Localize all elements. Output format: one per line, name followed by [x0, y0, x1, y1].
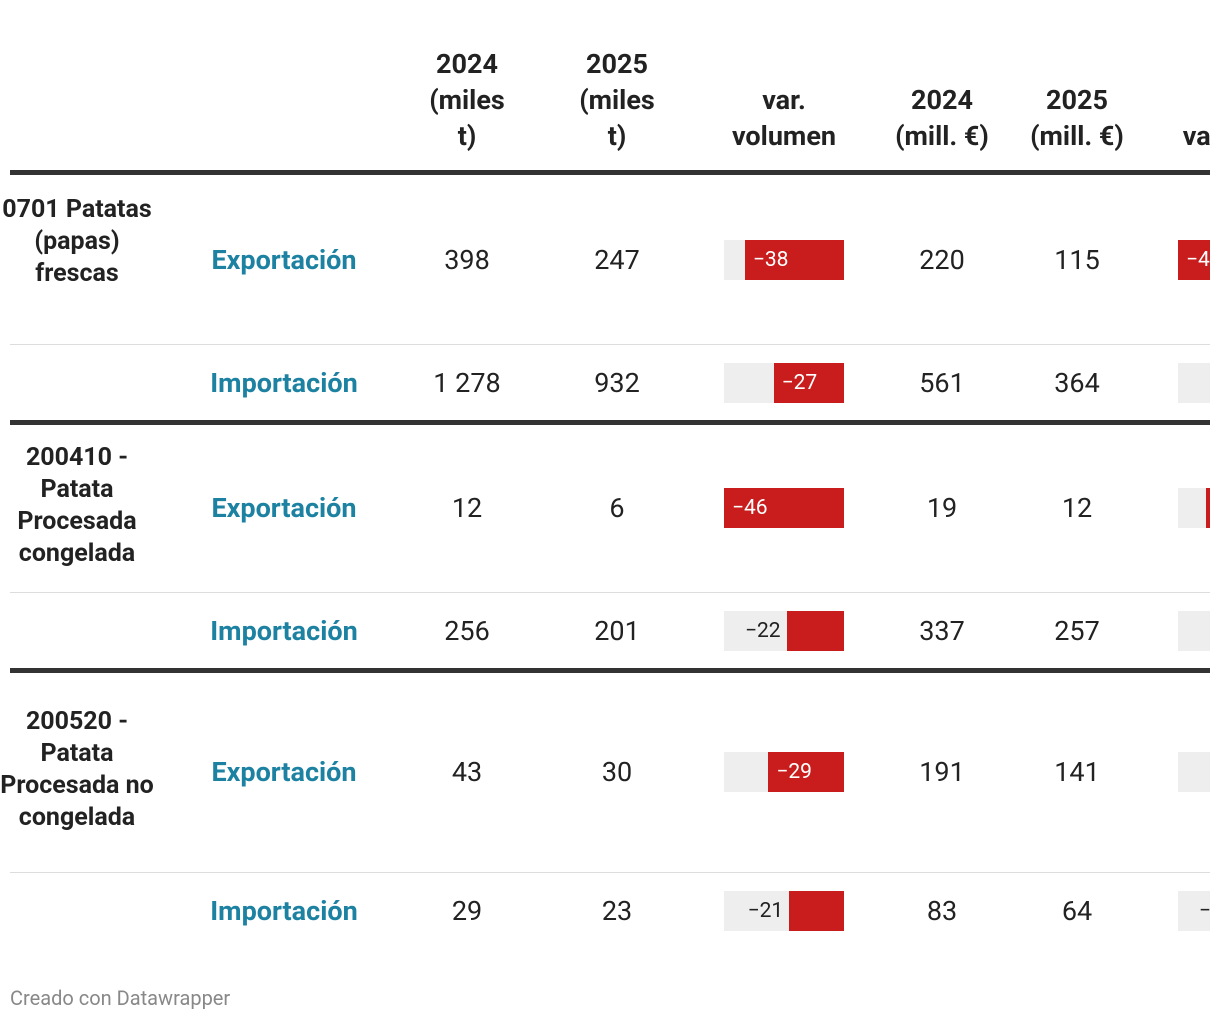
cell: 201	[594, 614, 640, 647]
cell: 337	[919, 614, 965, 647]
cell: 23	[601, 894, 633, 927]
cell: 12	[1061, 492, 1093, 524]
bar	[1205, 488, 1210, 528]
bar-label: −29	[776, 760, 812, 784]
cell: 30	[601, 756, 633, 788]
group-rule	[10, 420, 1210, 425]
cell: 6	[609, 492, 625, 524]
bar	[789, 890, 844, 931]
cell: 115	[1054, 244, 1100, 276]
row-rule	[10, 344, 1210, 345]
cell: 29	[451, 894, 483, 927]
column-header: 2025 (miles t)	[579, 48, 655, 152]
cell: 561	[919, 366, 965, 399]
row-group: 200410 - Patata Procesada congelada	[17, 443, 137, 568]
bar	[724, 488, 844, 528]
row-type: Importación	[210, 894, 358, 927]
bar-background	[1178, 362, 1210, 403]
cell: 83	[926, 894, 958, 927]
bar-label: −48	[1186, 248, 1210, 272]
cell: 43	[451, 756, 483, 788]
bar-label: −23	[1198, 898, 1210, 923]
bar-background	[1178, 610, 1210, 651]
cell: 191	[919, 756, 965, 788]
row-type: Importación	[210, 366, 358, 399]
cell: 19	[926, 492, 958, 524]
row-type: Importación	[210, 614, 358, 647]
bar	[744, 240, 844, 280]
row-type: Exportación	[211, 244, 357, 276]
bar	[773, 362, 844, 403]
bar-label: −46	[732, 496, 768, 520]
row-type: Exportación	[211, 492, 357, 524]
cell: 141	[1054, 756, 1100, 788]
cell: 932	[594, 366, 640, 399]
row-group: 0701 Patatas (papas) frescas	[2, 195, 152, 288]
cell: 247	[594, 244, 640, 276]
bar	[768, 752, 844, 792]
bar-label: −22	[744, 618, 781, 643]
group-rule	[10, 668, 1210, 673]
cell: 398	[444, 244, 490, 276]
footer: Creado con Datawrapper	[10, 986, 231, 1010]
row-group: 200520 - Patata Procesada no congelada	[0, 707, 154, 832]
cell: 64	[1061, 894, 1093, 927]
bar-background	[1178, 488, 1210, 528]
bar-background	[1178, 752, 1210, 792]
bar-background	[1178, 890, 1210, 931]
bar-label: −27	[781, 370, 818, 395]
column-header: 2025 (mill. €)	[1030, 84, 1124, 152]
column-header: 2024 (miles t)	[429, 48, 505, 152]
cell: 1 278	[433, 366, 501, 399]
row-rule	[10, 872, 1210, 873]
header-rule	[10, 170, 1210, 175]
bar	[1178, 240, 1210, 280]
bar-label: −21	[747, 898, 784, 923]
column-header: 2024 (mill. €)	[895, 84, 989, 152]
bar	[786, 610, 844, 651]
column-header: var. valor	[1182, 120, 1210, 152]
row-rule	[10, 592, 1210, 593]
cell: 220	[919, 244, 965, 276]
cell: 12	[451, 492, 483, 524]
column-header: var. volumen	[731, 84, 837, 152]
cell: 256	[444, 614, 490, 647]
cell: 257	[1054, 614, 1100, 647]
cell: 364	[1054, 366, 1100, 399]
bar-label: −38	[752, 248, 789, 272]
row-type: Exportación	[211, 756, 357, 788]
